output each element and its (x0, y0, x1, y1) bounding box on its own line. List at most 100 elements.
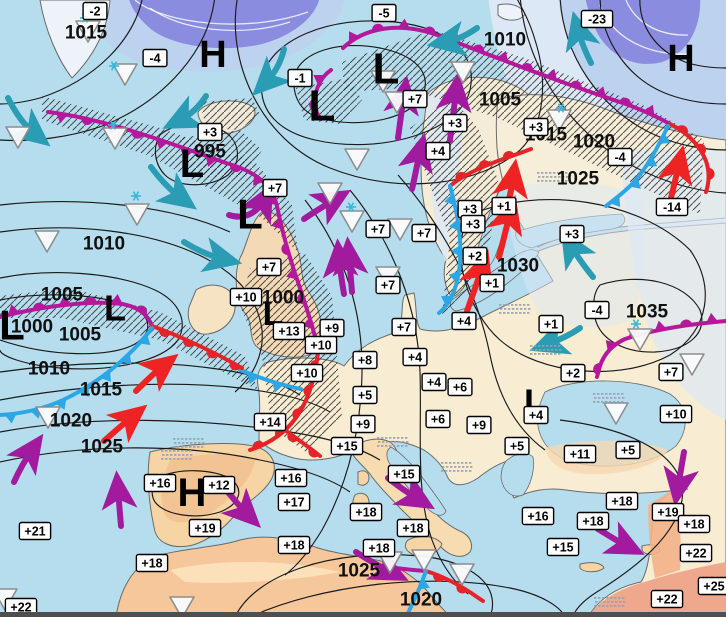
cold-front (238, 368, 303, 391)
front-triangle-pip (139, 334, 151, 346)
front-triangle-pip (654, 320, 667, 332)
snowflake-icon (108, 120, 118, 130)
cold-front (604, 124, 670, 208)
temperature-label: +8 (352, 350, 378, 370)
temperature-label: +1 (491, 196, 517, 216)
drizzle-dots-icon (173, 438, 205, 448)
pressure-center-L: L (237, 191, 263, 238)
temperature-value: +11 (570, 448, 591, 462)
temperature-value: +21 (24, 525, 45, 539)
front-semicircle-pip (309, 98, 316, 111)
landmass-crete (579, 562, 605, 573)
front-semicircle-pip (433, 573, 445, 582)
temperature-value: +18 (283, 539, 304, 553)
temperature-value: +15 (336, 440, 357, 454)
front-semicircle-pip (570, 80, 582, 89)
temperature-value: +3 (565, 228, 579, 242)
front-semicircle-pip (33, 302, 46, 310)
shower-triangle-icon (679, 353, 705, 376)
shower-triangle-icon (627, 328, 653, 351)
temperature-value: +4 (457, 315, 471, 329)
red-airflow-arrow (101, 404, 148, 444)
temperature-label: +10 (659, 404, 693, 424)
front-semicircle-pip (131, 130, 144, 139)
temperature-value: +18 (582, 515, 603, 529)
shower-triangle-icon (603, 402, 629, 425)
front-semicircle-pip (287, 432, 299, 443)
temperature-value: +3 (529, 121, 543, 135)
isobar-value-label: 1015 (65, 23, 108, 44)
temperature-label: +18 (362, 538, 396, 558)
isobar-value-label: 995 (194, 142, 226, 163)
isobar-value-label: 1005 (479, 90, 522, 111)
temperature-label: +17 (277, 492, 311, 512)
isobar-value-label: 1020 (573, 132, 615, 153)
shower-triangle-icon (339, 210, 365, 233)
temperature-value: +18 (402, 522, 423, 536)
front-triangle-pip (120, 353, 132, 365)
front-triangle-pip (156, 138, 168, 150)
temperature-label: +18 (605, 491, 639, 511)
front-triangle-pip (496, 51, 509, 63)
temperature-label: +3 (442, 113, 468, 133)
temperature-label: +18 (396, 518, 430, 538)
shower-triangle-icon (411, 549, 437, 572)
front-semicircle-pip (206, 349, 218, 359)
thickness-contour-line (625, 0, 689, 36)
isobar-value-label: 1010 (28, 359, 70, 380)
front-semicircle-pip (84, 296, 97, 304)
snowflake-icon (556, 103, 566, 113)
front-triangle-pip (7, 304, 20, 315)
shower-triangle-icon (169, 596, 195, 617)
isobar-line (639, 0, 726, 69)
front-triangle-pip (271, 217, 283, 230)
pressure-center-H: H (199, 34, 226, 76)
front-triangle-pip (441, 296, 453, 307)
drizzle-dots-icon (499, 304, 531, 314)
teal-airflow-arrow (529, 320, 583, 355)
temperature-value: +7 (381, 279, 395, 293)
front-triangle-pip (629, 177, 641, 189)
temperature-label: +6 (447, 377, 473, 397)
warm-airmass-region (588, 562, 726, 617)
teal-airflow-arrow (426, 20, 480, 57)
temperature-value: +25 (703, 580, 724, 594)
temperature-value: +18 (683, 518, 704, 532)
temperature-label: -23 (580, 9, 614, 29)
isobar-value-label: 1025 (338, 561, 381, 582)
temperature-label: +18 (135, 553, 169, 573)
front-semicircle-pip (680, 319, 693, 327)
temperature-value: +7 (371, 223, 385, 237)
pressure-center-L: L (104, 288, 126, 329)
front-semicircle-pip (593, 363, 601, 375)
temperature-value: +4 (427, 376, 441, 390)
pressure-center-L: L (373, 45, 400, 94)
front-semicircle-pip (81, 117, 94, 125)
front-semicircle-pip (252, 440, 265, 450)
temperature-label: +7 (411, 223, 437, 243)
isobar-value-label: 1020 (50, 411, 92, 432)
temperature-label: +12 (202, 475, 236, 495)
isobar-value-label: 1025 (557, 169, 600, 190)
isobar-value-label: 1015 (80, 380, 123, 401)
front-semicircle-pip (159, 328, 171, 337)
purple-airflow-arrow (6, 433, 44, 485)
purple-airflow-arrow (332, 236, 369, 295)
drizzle-dots-icon (593, 393, 625, 403)
temperature-label: +2 (560, 363, 586, 383)
front-triangle-pip (397, 18, 410, 29)
temperature-label: +7 (375, 275, 401, 295)
temperature-value: +9 (325, 322, 339, 336)
temperature-label: +1 (479, 273, 505, 293)
temperature-label: +1 (538, 314, 564, 334)
front-semicircle-pip (372, 23, 384, 32)
teal-airflow-arrow (5, 95, 51, 147)
purple-airflow-arrow (226, 182, 274, 226)
temperature-label: +21 (18, 521, 52, 541)
front-triangle-pip (110, 293, 123, 304)
temperature-value: +16 (149, 477, 170, 491)
front-semicircle-pip (303, 385, 312, 397)
temperature-label: -4 (584, 300, 610, 320)
front-triangle-pip (444, 193, 455, 206)
temperature-label: +10 (229, 287, 263, 307)
